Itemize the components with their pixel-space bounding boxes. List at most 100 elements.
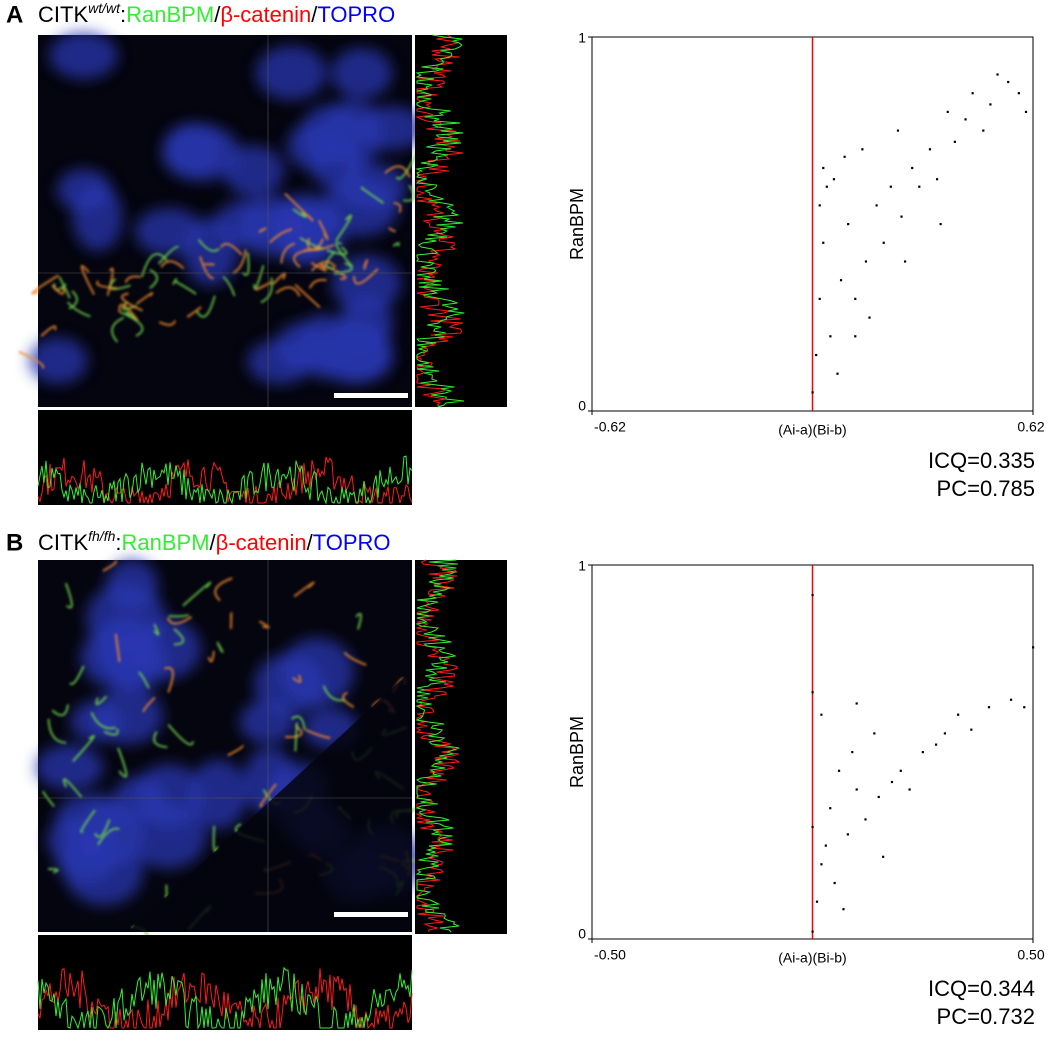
membrane <box>153 731 168 749</box>
scatter-point <box>964 118 967 121</box>
scatter-point <box>822 166 825 170</box>
scatter-point <box>1024 110 1028 113</box>
membrane <box>335 214 353 242</box>
scatter-point <box>847 223 850 226</box>
membrane <box>111 316 125 343</box>
membrane <box>102 559 118 572</box>
scatter-point <box>943 732 946 735</box>
background-void <box>128 670 412 932</box>
profile-trace <box>37 456 413 505</box>
membrane <box>31 274 59 295</box>
membrane <box>325 251 335 270</box>
title-part: CITK <box>38 530 88 555</box>
micrograph <box>35 559 507 1030</box>
title-part: : <box>115 530 121 555</box>
panel-title: CITKfh/fh:RanBPM/β-catenin/TOPRO <box>38 528 391 555</box>
title-part: RanBPM <box>122 530 210 555</box>
scatter-point <box>1023 706 1026 709</box>
scatter-point <box>971 92 974 95</box>
scatter-point <box>833 881 836 885</box>
membrane <box>392 242 400 247</box>
membrane <box>66 301 91 318</box>
membrane <box>173 279 197 295</box>
nucleus <box>183 218 238 286</box>
membrane <box>363 259 369 270</box>
scatter-point <box>864 260 868 263</box>
scatter-point <box>1032 646 1035 649</box>
nucleus <box>331 254 401 313</box>
membrane <box>158 320 177 326</box>
membrane <box>322 685 345 702</box>
nucleus <box>163 122 224 176</box>
scatter-point <box>873 732 876 735</box>
nucleus <box>91 687 163 745</box>
scatter-point <box>934 743 938 746</box>
scatter-point <box>882 241 885 244</box>
membrane <box>103 728 119 736</box>
membrane <box>196 295 216 318</box>
membrane <box>260 277 273 304</box>
membrane <box>255 281 272 291</box>
nucleus <box>336 162 408 211</box>
membrane <box>291 715 306 731</box>
scatter-point <box>918 185 921 188</box>
x-tick-label: -0.62 <box>594 419 626 435</box>
scatter-point <box>996 73 999 76</box>
title-part: TOPRO <box>317 2 395 27</box>
nucleus <box>224 145 284 198</box>
y-axis-label: RanBPM <box>567 716 587 788</box>
scatter-point <box>1017 92 1020 95</box>
x-tick-label: 0.50 <box>1017 947 1044 963</box>
y-tick-label: 0 <box>578 926 586 942</box>
scatter-point <box>1009 698 1013 701</box>
nucleus <box>315 317 392 385</box>
membrane <box>186 306 202 318</box>
y-axis-label: RanBPM <box>567 188 587 260</box>
profile-trace <box>37 455 413 505</box>
scatter-point <box>836 372 839 375</box>
title-part: CITK <box>38 2 88 27</box>
membrane <box>120 292 143 312</box>
title-part: / <box>311 2 318 27</box>
membrane <box>18 350 45 370</box>
panel-label: A <box>6 1 23 28</box>
membrane <box>242 252 250 276</box>
scatter-point <box>842 908 845 911</box>
membrane <box>51 284 65 295</box>
membrane <box>335 241 354 268</box>
membrane <box>222 275 236 297</box>
profile-right-bg <box>415 35 507 407</box>
membrane <box>360 186 385 205</box>
x-axis-label: (Ai-a)(Bi-b) <box>778 422 846 438</box>
membrane <box>280 242 296 264</box>
scatter-point <box>829 807 832 810</box>
membrane <box>95 695 108 706</box>
nucleus <box>64 836 144 906</box>
membrane <box>62 778 83 798</box>
scatter-point <box>811 391 814 394</box>
membrane <box>157 245 179 265</box>
membrane <box>293 581 315 598</box>
scatter-point <box>957 713 960 716</box>
scatter-point <box>896 129 900 132</box>
membrane <box>171 278 178 286</box>
membrane <box>310 260 337 272</box>
nucleus <box>49 32 118 79</box>
nucleus <box>239 700 296 744</box>
y-tick-label: 1 <box>578 30 586 46</box>
membrane <box>294 283 321 309</box>
membrane <box>137 671 150 689</box>
membrane <box>214 577 233 602</box>
membrane <box>160 260 185 270</box>
membrane <box>216 641 224 654</box>
nuclei <box>28 32 426 385</box>
profile-trace <box>415 559 460 933</box>
nucleus <box>254 653 326 716</box>
scatter-point <box>987 706 991 709</box>
scatter-point <box>855 788 858 791</box>
scatter-point <box>868 316 871 319</box>
membrane <box>310 261 327 272</box>
profile-bottom-bg <box>38 410 412 505</box>
membrane <box>58 276 71 299</box>
